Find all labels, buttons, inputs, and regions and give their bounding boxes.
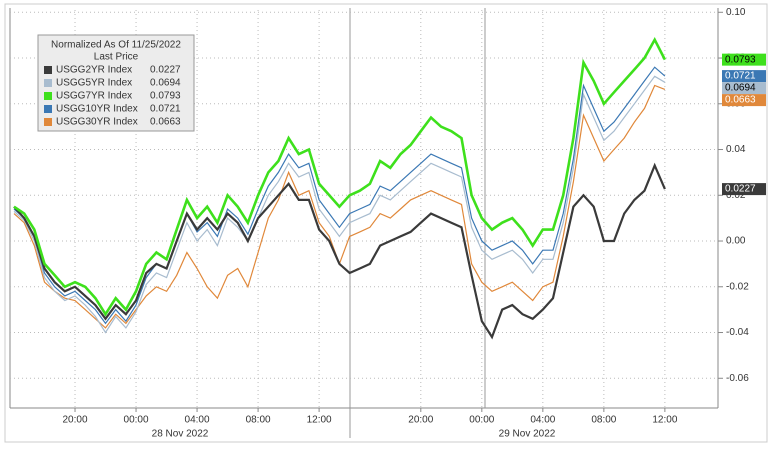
y-tick-label: -0.02 (726, 281, 749, 292)
x-tick-label: 20:00 (408, 415, 433, 426)
y-tick-label: -0.06 (726, 373, 749, 384)
x-tick-label: 12:00 (307, 415, 332, 426)
legend-subtitle: Last Price (94, 52, 139, 63)
legend-value: 0.0663 (150, 117, 181, 128)
y-tick-label: 0.00 (726, 236, 746, 247)
last-price-label: 0.0721 (725, 71, 756, 82)
last-price-box (722, 94, 766, 107)
date-label: 29 Nov 2022 (499, 429, 556, 440)
legend-value: 0.0227 (150, 65, 181, 76)
legend-swatch (44, 92, 52, 100)
legend-label: USGG2YR Index (56, 65, 132, 76)
x-tick-label: 04:00 (185, 415, 210, 426)
last-price-box (722, 183, 766, 196)
legend-swatch (44, 79, 52, 87)
last-price-label: 0.0663 (725, 95, 756, 106)
x-tick-label: 04:00 (530, 415, 555, 426)
legend-swatch (44, 118, 52, 126)
legend-value: 0.0694 (150, 78, 181, 89)
legend-title: Normalized As Of 11/25/2022 (51, 40, 181, 51)
series-line (13, 162, 666, 340)
last-price-box (722, 70, 766, 83)
legend-label: USGG30YR Index (56, 117, 138, 128)
legend-swatch (44, 105, 52, 113)
y-tick-label: 0.04 (726, 144, 746, 155)
last-price-label: 0.0694 (725, 83, 756, 94)
legend-label: USGG10YR Index (56, 104, 138, 115)
y-tick-label: -0.04 (726, 327, 749, 338)
y-tick-label: 0.10 (726, 7, 746, 18)
x-tick-label: 00:00 (469, 415, 494, 426)
series-line (13, 75, 666, 334)
date-label: 28 Nov 2022 (152, 429, 209, 440)
last-price-box (722, 82, 766, 95)
series-line (13, 36, 667, 317)
legend-swatch (44, 66, 52, 74)
series-line (13, 66, 666, 325)
x-tick-label: 00:00 (124, 415, 149, 426)
legend: Normalized As Of 11/25/2022 Last Price U… (37, 34, 195, 132)
last-price-label: 0.0793 (725, 54, 756, 65)
legend-label: USGG5YR Index (56, 78, 132, 89)
last-price-box (722, 53, 766, 66)
legend-label: USGG7YR Index (56, 91, 132, 102)
x-tick-label: 08:00 (246, 415, 271, 426)
x-tick-label: 08:00 (591, 415, 616, 426)
last-price-label: 0.0227 (725, 184, 756, 195)
x-tick-label: 12:00 (652, 415, 677, 426)
legend-value: 0.0793 (150, 91, 181, 102)
x-tick-label: 20:00 (63, 415, 88, 426)
legend-value: 0.0721 (150, 104, 181, 115)
y-tick-label: 0.02 (726, 190, 746, 201)
legend-box (37, 34, 195, 132)
